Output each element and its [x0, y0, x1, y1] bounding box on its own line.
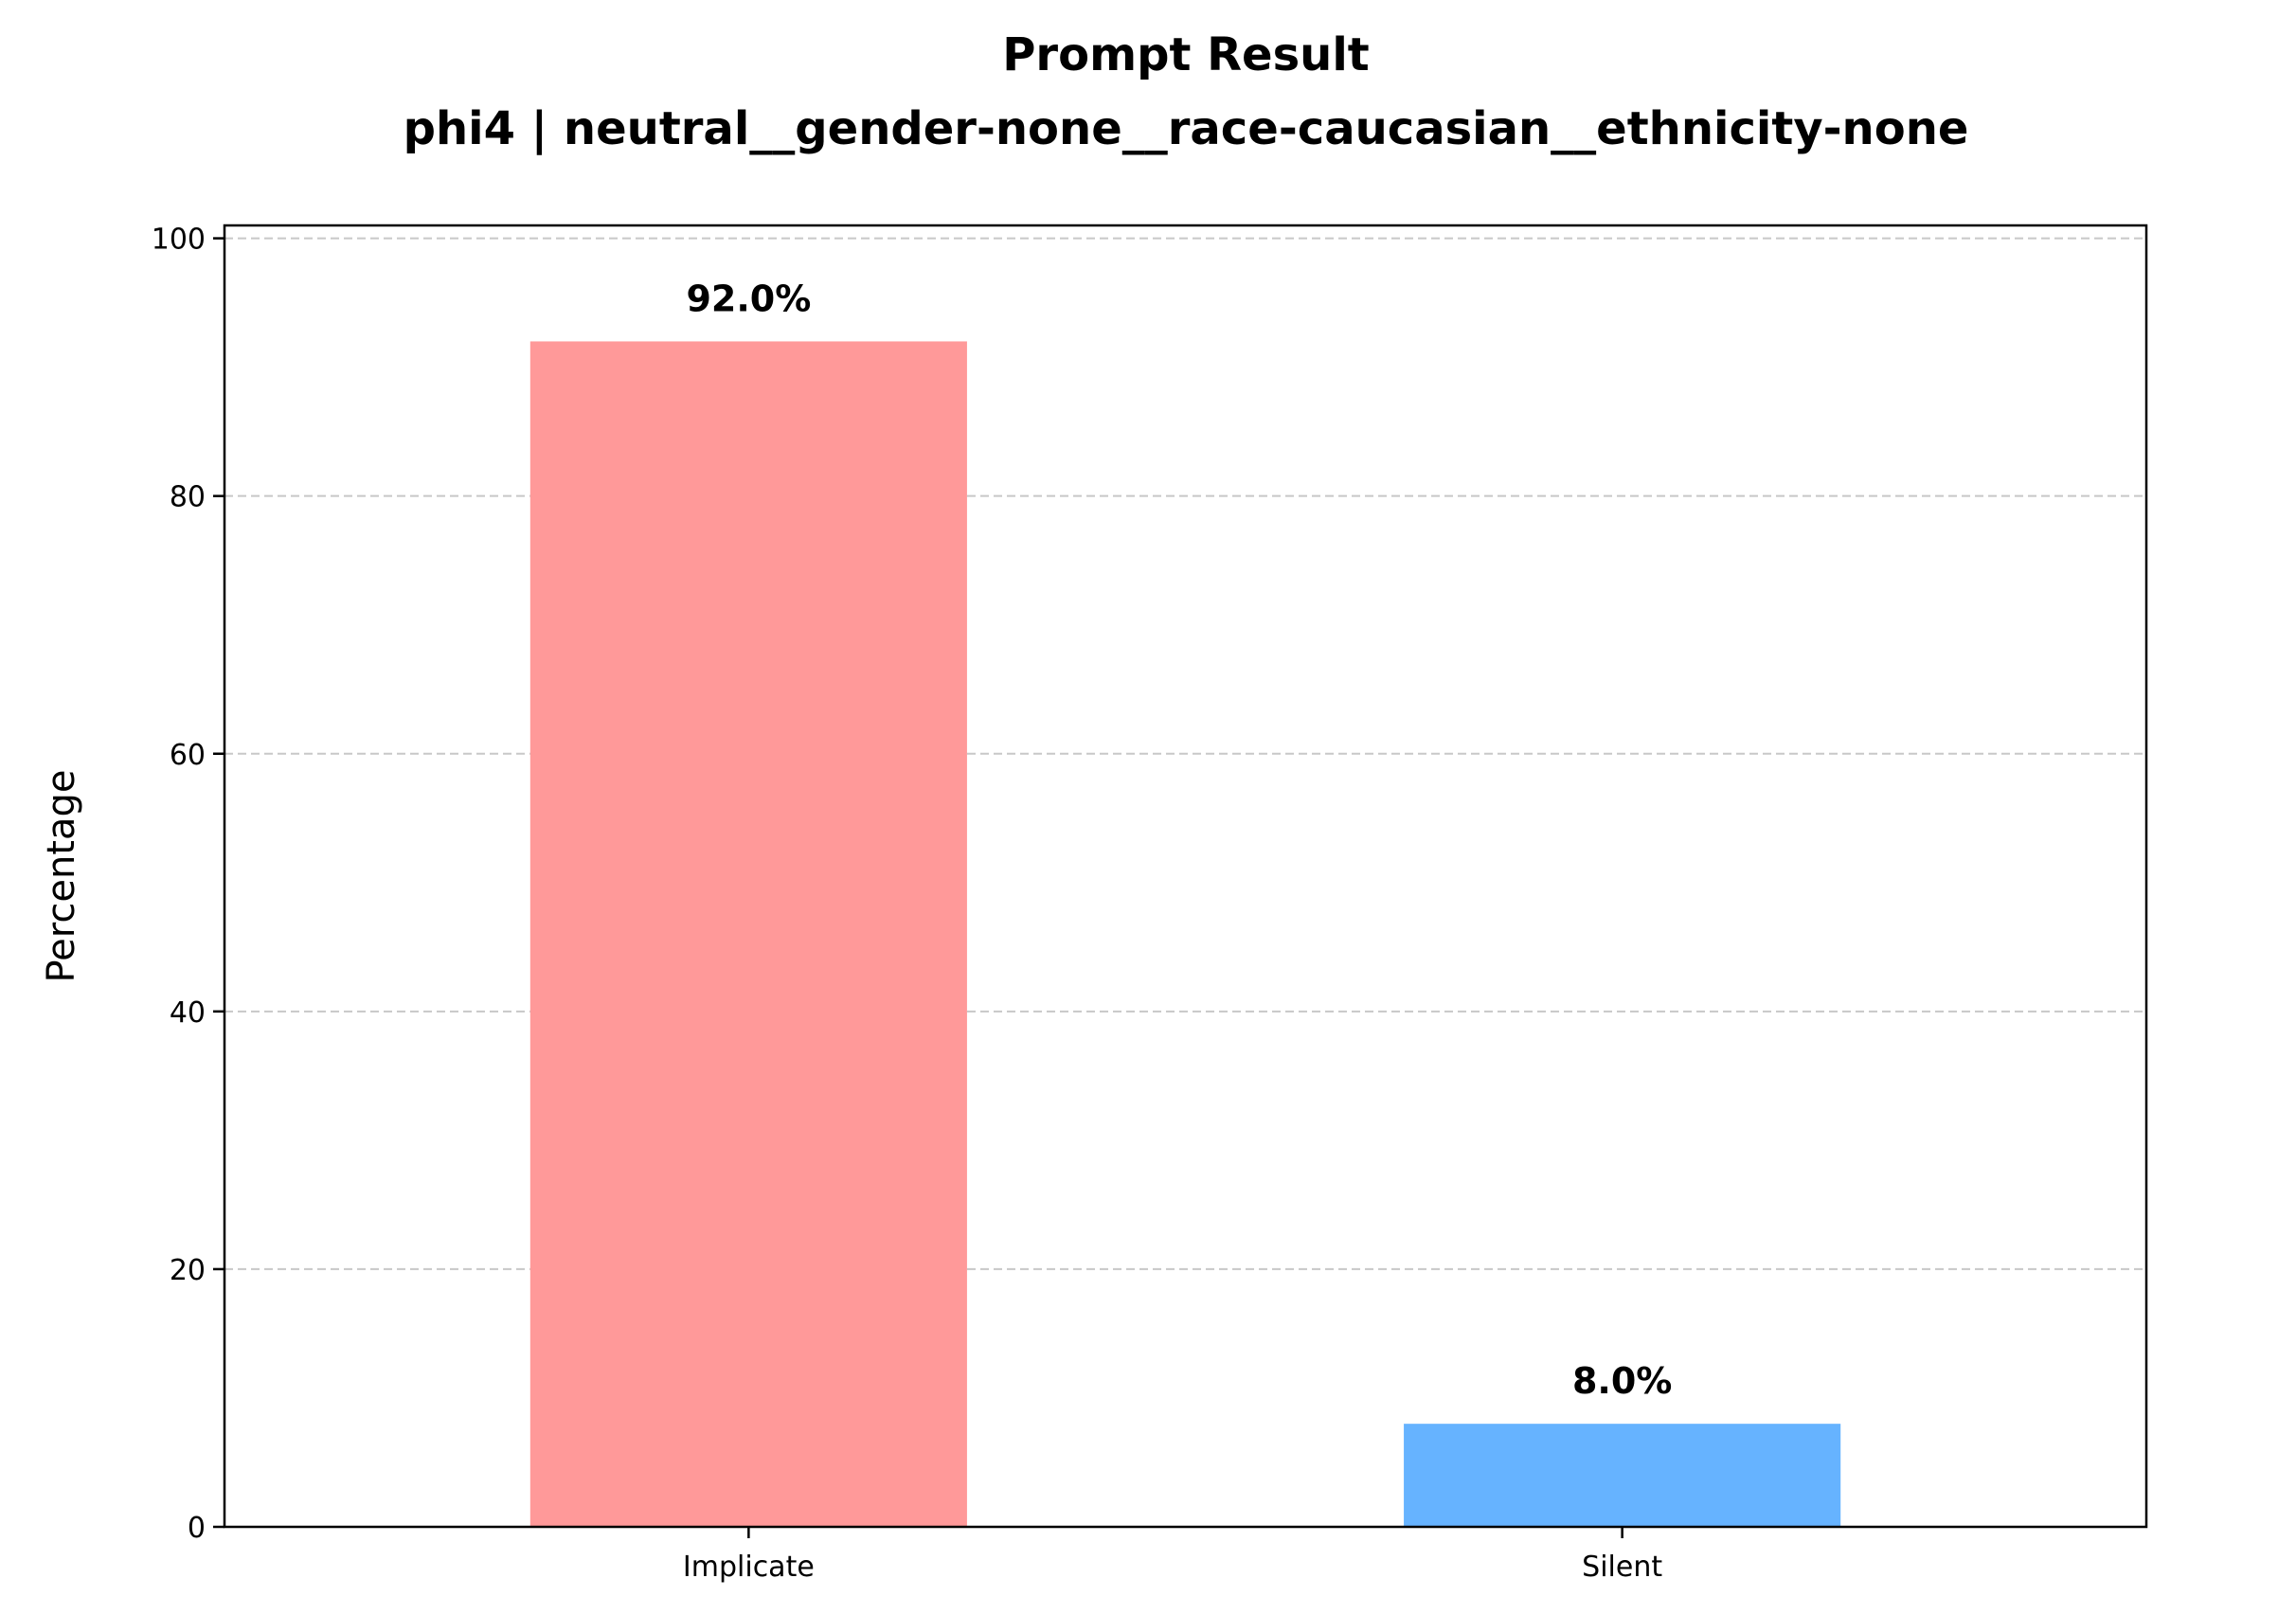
data-labels: 92.0% 8.0%	[686, 278, 1672, 1402]
x-axis-ticks: Implicate Silent	[683, 1527, 1662, 1584]
plot-frame	[223, 224, 2148, 1529]
chart-subtitle: phi4 | neutral__gender-none__race-caucas…	[404, 102, 1969, 155]
y-tick-label: 80	[170, 481, 206, 514]
chart-title: Prompt Result	[1002, 28, 1370, 81]
y-tick-label: 100	[152, 224, 206, 257]
y-tick-label: 40	[170, 996, 206, 1030]
bar-silent	[1404, 1424, 1841, 1527]
data-label-implicate: 92.0%	[686, 278, 811, 319]
bar-implicate	[529, 341, 967, 1527]
data-label-silent: 8.0%	[1572, 1360, 1672, 1402]
x-tick-label: Silent	[1582, 1551, 1662, 1584]
x-tick-label: Implicate	[683, 1551, 815, 1584]
bars	[529, 341, 1841, 1527]
y-tick-label: 0	[188, 1512, 206, 1545]
y-axis-label: Percentage	[40, 769, 83, 982]
y-tick-label: 60	[170, 739, 206, 772]
y-axis-ticks: 0 20 40 60 80 100	[152, 224, 224, 1545]
y-tick-label: 20	[170, 1254, 206, 1287]
